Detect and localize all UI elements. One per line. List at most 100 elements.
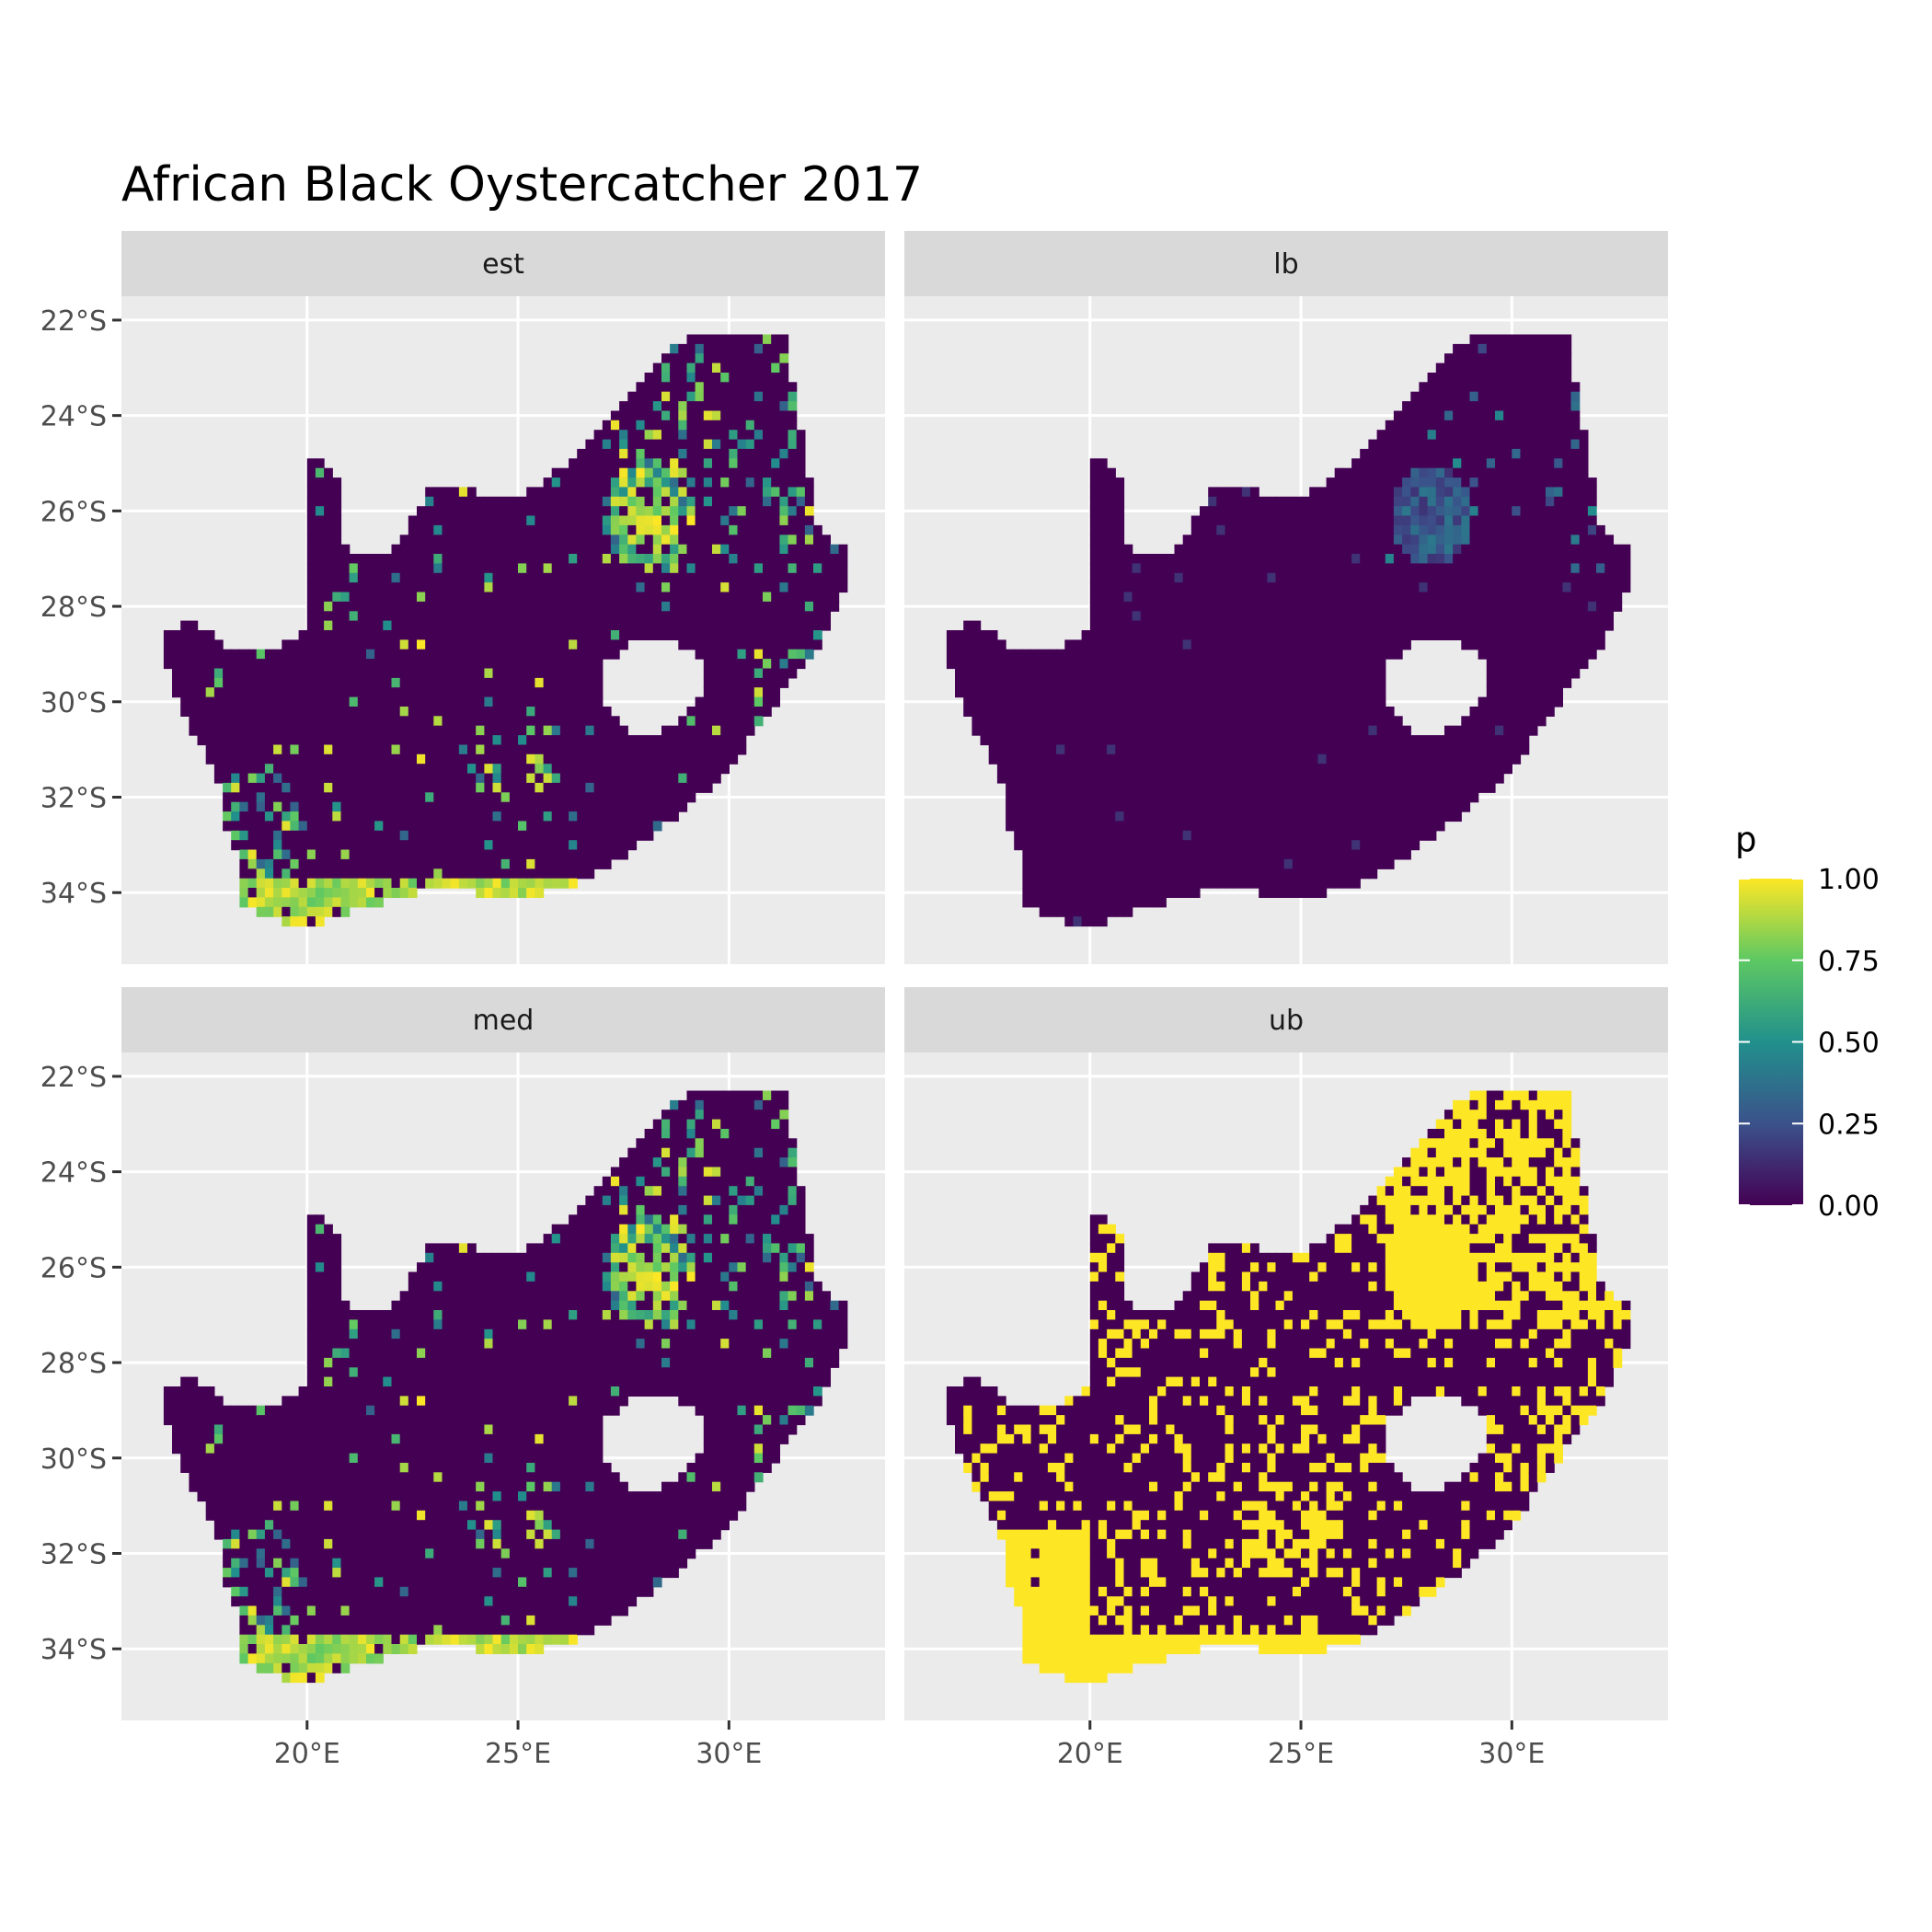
raster-cell [988,687,998,698]
raster-cell [1419,524,1429,535]
raster-cell [391,764,401,775]
raster-cell [1435,487,1445,498]
raster-cell [357,639,367,650]
raster-cell [619,735,628,746]
raster-cell [213,744,224,755]
raster-cell [476,592,485,603]
raster-cell [1241,677,1251,688]
raster-cell [509,792,519,803]
raster-cell [1368,448,1378,459]
raster-cell [779,430,789,441]
raster-cell [450,649,460,660]
raster-cell [433,782,443,793]
raster-cell [1166,611,1176,622]
raster-cell [500,696,511,707]
raster-cell [1334,773,1344,784]
raster-cell [577,496,586,507]
raster-cell [349,897,359,908]
raster-cell [1006,773,1015,784]
raster-cell [450,515,460,526]
raster-cell [559,868,569,880]
raster-cell [712,334,721,345]
raster-cell [652,401,662,412]
raster-cell [476,764,485,775]
raster-cell [779,554,789,564]
raster-cell [1351,601,1361,612]
raster-cell [703,668,713,679]
raster-cell [518,639,527,650]
raster-cell [1123,868,1133,880]
raster-cell [763,554,772,564]
raster-cell [518,601,527,612]
raster-cell [729,334,739,345]
raster-cell [417,840,426,851]
raster-cell [1014,668,1023,679]
raster-cell [1250,707,1259,717]
raster-cell [1342,840,1352,851]
raster-cell [366,735,375,746]
raster-cell [745,362,755,374]
raster-cell [551,696,561,707]
raster-cell [745,601,755,612]
raster-cell [602,554,612,564]
raster-cell [955,677,964,688]
raster-cell [1241,668,1251,679]
raster-cell [1317,524,1328,535]
raster-cells [163,334,848,927]
raster-cell [324,630,333,640]
raster-cell [433,725,443,736]
raster-cell [290,897,300,908]
raster-cell [1047,773,1057,784]
raster-cell [1208,744,1217,755]
raster-cell [1360,582,1369,593]
raster-cell [223,773,232,784]
raster-cell [324,659,333,670]
raster-cell [619,725,628,736]
raster-cell [374,744,384,755]
raster-cell [213,773,224,784]
raster-cell [745,696,755,707]
raster-cell [374,764,384,775]
raster-cell [1115,764,1125,775]
raster-cell [585,487,595,498]
raster-cell [1351,515,1361,526]
raster-cell [652,744,662,755]
raster-cell [1342,554,1352,564]
raster-cell [963,677,972,688]
raster-cell [458,524,468,535]
raster-cell [213,707,224,717]
raster-cell [1089,753,1099,765]
raster-cell [1006,753,1015,765]
raster-cell [627,830,638,841]
raster-cell [1275,753,1285,765]
raster-cell [450,630,460,640]
raster-cell [492,801,502,812]
raster-cell [1098,601,1108,612]
raster-cell [1233,572,1243,583]
raster-cell [290,840,300,851]
raster-cell [433,572,443,583]
raster-cell [1107,677,1116,688]
raster-cell [678,544,688,555]
raster-cell [518,888,527,898]
raster-cell [602,448,612,459]
raster-cell [306,782,316,793]
raster-cell [417,620,426,631]
raster-cell [1233,696,1243,707]
raster-cell [231,782,240,793]
raster-cell [374,582,384,593]
raster-cell [972,677,982,688]
raster-cell [1267,753,1277,765]
raster-cell [458,696,468,707]
raster-cell [686,467,696,478]
raster-cell [340,906,351,917]
raster-cell [1368,506,1378,517]
raster-cell [627,620,638,631]
raster-cell [627,592,638,603]
raster-cell [1292,782,1302,793]
raster-cell [1123,592,1133,603]
raster-cell [627,420,638,431]
raster-cell [551,782,561,793]
raster-cell [391,696,401,707]
raster-cell [729,668,739,679]
